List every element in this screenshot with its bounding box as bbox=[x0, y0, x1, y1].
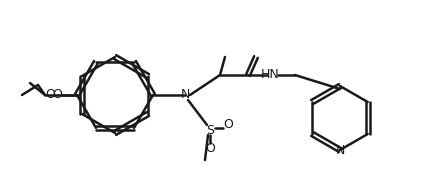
Text: O: O bbox=[205, 142, 215, 154]
Text: O: O bbox=[52, 88, 62, 101]
Text: O: O bbox=[45, 88, 55, 101]
Text: HN: HN bbox=[261, 68, 279, 81]
Text: S: S bbox=[206, 123, 214, 136]
Text: O: O bbox=[223, 119, 233, 132]
Text: N: N bbox=[180, 88, 190, 101]
Text: N: N bbox=[335, 143, 345, 156]
